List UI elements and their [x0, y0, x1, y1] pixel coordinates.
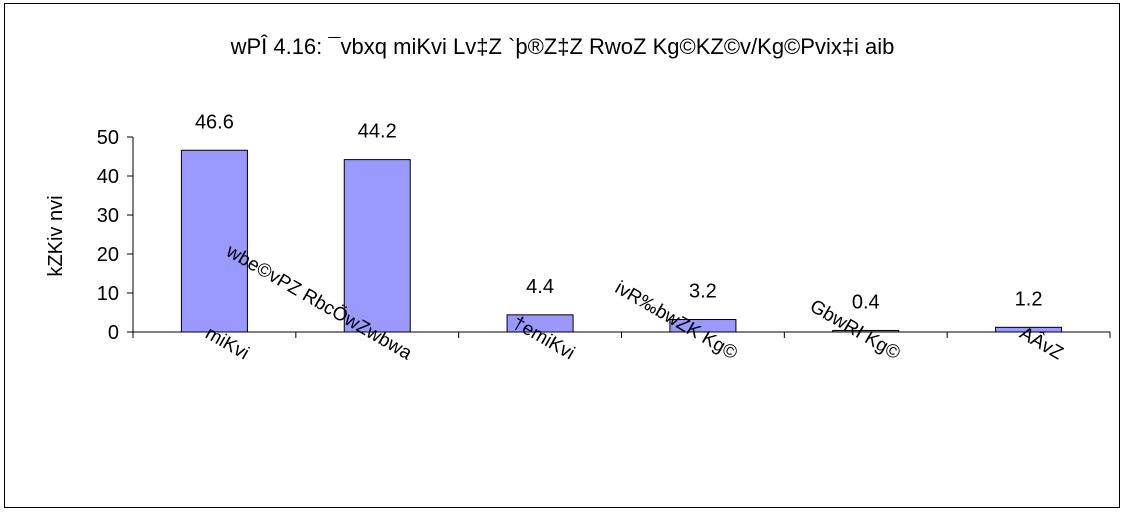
data-label-5: 0.4 [852, 291, 880, 313]
data-label-4: 3.2 [689, 281, 717, 303]
bar-3 [506, 314, 574, 333]
y-tick-label: 0 [108, 322, 119, 344]
bar-1 [180, 149, 248, 333]
y-tick-label: 50 [97, 127, 119, 149]
y-tick-label: 10 [97, 283, 119, 305]
bar-2 [343, 159, 411, 333]
bar-6 [995, 326, 1063, 333]
chart-title: wPÎ 4.16: ¯vbxq miKvi Lv‡Z `þ®Z‡Z RwoZ K… [230, 34, 895, 59]
bar-4 [669, 319, 737, 333]
y-tick-label: 40 [97, 166, 119, 188]
data-label-2: 44.2 [358, 121, 397, 143]
y-tick-label: 30 [97, 205, 119, 227]
data-label-1: 46.6 [195, 111, 234, 133]
bar-5 [832, 329, 900, 333]
data-label-6: 1.2 [1015, 288, 1043, 310]
data-label-3: 4.4 [526, 276, 554, 298]
y-tick-label: 20 [97, 244, 119, 266]
y-axis-title: kZKiv nvi [45, 195, 67, 276]
